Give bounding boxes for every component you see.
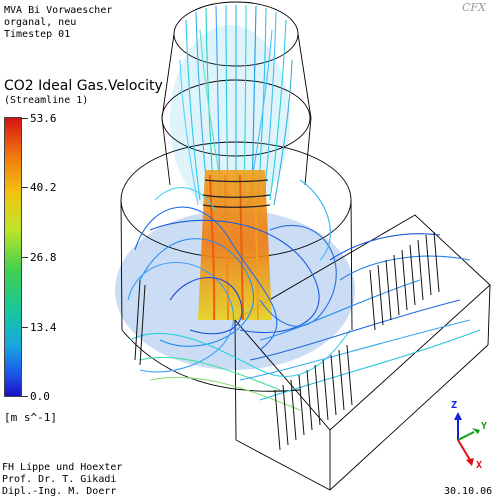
case-title: MVA Bi Vorwaescher xyxy=(4,5,113,16)
colorbar-label: 26.8 xyxy=(30,251,57,264)
colorbar-tick xyxy=(22,396,28,397)
central-jet xyxy=(198,170,272,321)
colorbar-tick xyxy=(22,187,28,188)
footer-author-2: Dipl.-Ing. M. Doerr xyxy=(2,486,117,497)
colorbar-tick xyxy=(22,327,28,328)
case-subtitle: organal, neu xyxy=(4,17,77,28)
axis-z-label: Z xyxy=(451,400,458,411)
colorbar-label: 13.4 xyxy=(30,321,57,334)
footer-author-1: Prof. Dr. T. Gikadi xyxy=(2,474,117,485)
axis-y-label: Y xyxy=(481,421,488,432)
axis-x-label: X xyxy=(476,460,483,471)
colorbar-label-min: 0.0 xyxy=(30,390,50,403)
footer-institution: FH Lippe und Hoexter xyxy=(2,462,123,473)
timestep-label: Timestep 01 xyxy=(4,29,71,40)
axis-triad xyxy=(454,412,480,466)
cfx-logo: CFX xyxy=(462,1,486,14)
footer-date: 30.10.06 xyxy=(444,486,493,497)
colorbar-tick xyxy=(22,118,28,119)
colorbar-label-max: 53.6 xyxy=(30,112,57,125)
scrubber-box-wireframe xyxy=(234,214,491,491)
colorbar-tick xyxy=(22,257,28,258)
colorbar-label: 40.2 xyxy=(30,181,57,194)
variable-subtitle: (Streamline 1) xyxy=(4,95,89,106)
grating-panels xyxy=(134,231,440,451)
unit-label: [m s^-1] xyxy=(4,411,57,424)
color-legend-bar xyxy=(4,117,22,397)
variable-title: CO2 Ideal Gas.Velocity xyxy=(4,78,163,94)
